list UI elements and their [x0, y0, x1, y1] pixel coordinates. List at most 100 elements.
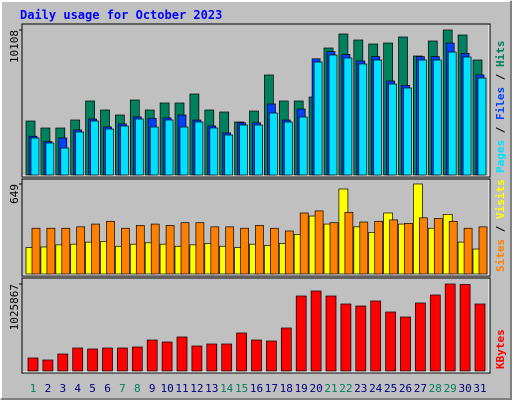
bar	[75, 131, 85, 176]
x-tick-label: 12	[190, 382, 203, 395]
bar	[102, 347, 113, 372]
legend-entry: Hits	[494, 41, 507, 68]
bar	[474, 303, 486, 372]
bar	[240, 227, 249, 275]
bar	[433, 218, 443, 275]
bar	[284, 230, 294, 275]
bar	[135, 225, 145, 275]
bar	[195, 222, 205, 275]
bar	[403, 87, 412, 176]
bar	[72, 347, 84, 372]
x-tick-label: 29	[444, 382, 457, 395]
x-tick-label: 31	[473, 382, 486, 395]
bar	[447, 51, 457, 176]
x-tick-label: 27	[414, 382, 427, 395]
x-tick-label: 8	[134, 382, 141, 395]
x-tick-label: 2	[45, 382, 52, 395]
bar	[254, 124, 263, 176]
bar	[239, 124, 248, 176]
x-tick-label: 10	[160, 382, 173, 395]
bar	[343, 57, 353, 176]
bar	[462, 56, 472, 176]
bar	[121, 227, 130, 275]
bar	[206, 343, 218, 372]
x-tick-label: 7	[119, 382, 126, 395]
bar	[90, 120, 99, 176]
x-tick-label: 18	[280, 382, 293, 395]
bar	[370, 300, 382, 372]
legend-separator: /	[494, 67, 507, 87]
bar	[45, 142, 55, 176]
bar	[76, 226, 86, 275]
x-tick-label: 25	[384, 382, 397, 395]
bar	[359, 221, 369, 275]
bar	[374, 220, 384, 275]
x-tick-label: 24	[369, 382, 383, 395]
x-tick-label: 9	[149, 382, 156, 395]
bar	[310, 290, 322, 372]
bar	[459, 284, 471, 372]
bar	[165, 225, 175, 275]
bar	[87, 348, 98, 372]
bar	[221, 343, 233, 372]
bar	[269, 112, 278, 176]
legend: Pages / Files / Hits	[494, 41, 507, 174]
bar	[299, 212, 309, 275]
bar	[164, 119, 174, 176]
x-tick-label: 15	[235, 382, 248, 395]
bar	[418, 59, 427, 176]
bar	[477, 77, 487, 176]
bar	[191, 345, 203, 372]
bar	[105, 128, 114, 176]
bar	[429, 294, 441, 372]
bar	[329, 222, 339, 275]
x-tick-label: 17	[265, 382, 278, 395]
bar	[31, 227, 41, 275]
bar	[432, 59, 442, 176]
bar	[388, 83, 397, 176]
x-tick-label: 16	[250, 382, 263, 395]
bar	[91, 223, 100, 275]
bar	[444, 283, 456, 372]
y-tick-label: 649	[8, 184, 21, 204]
bar	[225, 226, 235, 275]
bar	[298, 116, 308, 176]
x-tick-label: 11	[175, 382, 188, 395]
legend: Sites / Visits	[494, 179, 507, 272]
bar	[194, 121, 204, 176]
bar	[30, 137, 40, 176]
x-tick-label: 13	[205, 382, 218, 395]
bar	[419, 217, 428, 275]
bar	[150, 223, 160, 275]
bar	[180, 222, 190, 275]
bar	[57, 353, 69, 372]
bar	[131, 346, 143, 372]
bar	[328, 54, 338, 176]
bar	[373, 59, 383, 176]
x-tick-label: 21	[324, 382, 337, 395]
x-tick-label: 3	[59, 382, 66, 395]
x-tick-label: 14	[220, 382, 234, 395]
bar	[415, 302, 426, 372]
x-tick-label: 4	[74, 382, 81, 395]
bar	[146, 339, 158, 372]
bar	[400, 316, 411, 372]
bar	[389, 219, 398, 275]
bar	[120, 125, 129, 176]
x-tick-label: 6	[104, 382, 111, 395]
bar	[27, 357, 39, 372]
x-tick-label: 23	[354, 382, 367, 395]
x-tick-label: 5	[89, 382, 96, 395]
legend-entry: Visits	[494, 179, 507, 219]
bar	[42, 359, 54, 372]
bar	[106, 220, 115, 275]
y-tick-label: 10108	[8, 30, 21, 63]
bar	[46, 227, 56, 275]
bar	[385, 311, 396, 372]
x-tick-label: 19	[295, 382, 308, 395]
bar	[210, 226, 220, 275]
